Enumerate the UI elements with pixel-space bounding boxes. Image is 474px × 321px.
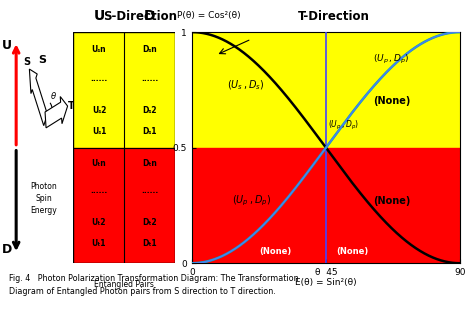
Text: Dₛ1: Dₛ1 [143, 127, 157, 136]
Text: θ: θ [51, 92, 56, 101]
Text: U: U [93, 9, 105, 23]
Text: U: U [2, 39, 12, 52]
Text: $(U_p\,,D_p)$: $(U_p\,,D_p)$ [232, 194, 271, 208]
Text: Dₜn: Dₜn [143, 159, 157, 168]
Text: Uₜ2: Uₜ2 [91, 218, 106, 227]
Text: D: D [2, 243, 12, 256]
Bar [192, 32, 460, 148]
Text: Dₜ2: Dₜ2 [143, 218, 157, 227]
Text: (None): (None) [337, 247, 369, 256]
Text: $(U_p\,,D_p)$: $(U_p\,,D_p)$ [373, 53, 410, 66]
Text: S: S [38, 55, 46, 65]
Text: Dₛn: Dₛn [143, 45, 157, 54]
Bar [192, 148, 460, 263]
Text: Uₜn: Uₜn [91, 159, 106, 168]
Bar [124, 148, 175, 263]
Text: ......: ...... [141, 186, 158, 195]
Text: Uₜ1: Uₜ1 [91, 239, 106, 248]
Text: P(θ) = Cos²(θ): P(θ) = Cos²(θ) [177, 12, 241, 21]
FancyArrow shape [29, 69, 47, 126]
Text: (None): (None) [373, 96, 410, 107]
Text: Dₛ2: Dₛ2 [143, 106, 157, 115]
Text: T: T [68, 101, 74, 111]
Text: S-Direction: S-Direction [103, 10, 177, 22]
Text: $(U_s\,,D_s)$: $(U_s\,,D_s)$ [227, 78, 264, 92]
Bar [124, 32, 175, 148]
Text: (None): (None) [259, 247, 292, 256]
Text: Photon
Spin
Energy: Photon Spin Energy [31, 182, 57, 215]
Text: ......: ...... [141, 74, 158, 83]
Text: $(U_p\,,D_p)$: $(U_p\,,D_p)$ [328, 119, 359, 132]
Text: Uₛ1: Uₛ1 [92, 127, 106, 136]
Text: (None): (None) [373, 196, 410, 206]
Bar [73, 32, 124, 148]
Text: D: D [144, 9, 155, 23]
Text: ......: ...... [91, 186, 108, 195]
Bar [73, 148, 124, 263]
Text: T-Direction: T-Direction [298, 10, 370, 22]
Text: S: S [23, 57, 30, 67]
Text: Entangled Pairs: Entangled Pairs [94, 280, 155, 289]
X-axis label: E(θ) = Sin²(θ): E(θ) = Sin²(θ) [295, 279, 357, 288]
Text: ......: ...... [91, 74, 108, 83]
Text: Uₛn: Uₛn [91, 45, 106, 54]
Text: Fig. 4   Photon Polarization Transformation Diagram: The Transformation
Diagram : Fig. 4 Photon Polarization Transformatio… [9, 274, 299, 296]
FancyArrow shape [45, 97, 68, 128]
Text: Uₛ2: Uₛ2 [92, 106, 106, 115]
Text: Dₜ1: Dₜ1 [143, 239, 157, 248]
